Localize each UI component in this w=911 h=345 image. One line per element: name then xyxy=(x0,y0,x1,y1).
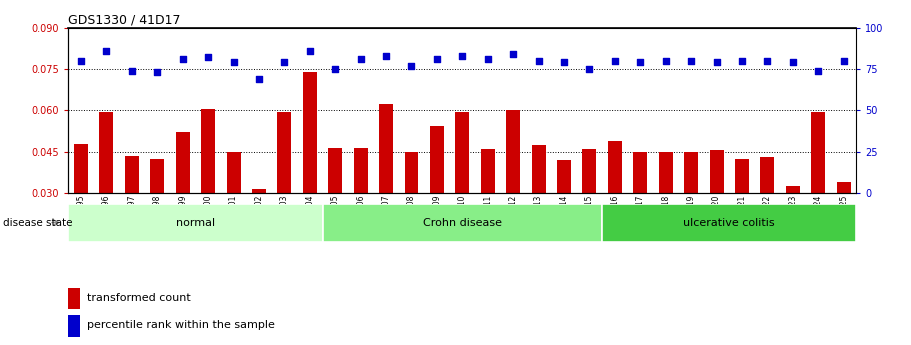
Bar xyxy=(507,110,520,193)
Point xyxy=(277,60,292,65)
Bar xyxy=(811,112,825,193)
Text: ulcerative colitis: ulcerative colitis xyxy=(683,218,775,227)
Point xyxy=(200,55,215,60)
Bar xyxy=(379,104,393,193)
Bar xyxy=(125,156,138,193)
Bar xyxy=(176,132,189,193)
Point xyxy=(557,60,571,65)
Bar xyxy=(761,157,774,193)
Point xyxy=(734,58,749,63)
Bar xyxy=(322,204,602,241)
Point xyxy=(480,56,495,62)
Text: transformed count: transformed count xyxy=(87,293,190,303)
Bar xyxy=(74,144,88,193)
Bar xyxy=(404,152,418,193)
Bar xyxy=(150,159,164,193)
Bar xyxy=(252,189,266,193)
Bar xyxy=(68,315,80,337)
Bar xyxy=(786,186,800,193)
Point xyxy=(125,68,139,73)
Bar xyxy=(328,148,343,193)
Bar xyxy=(278,112,292,193)
Bar xyxy=(684,152,698,193)
Point xyxy=(150,70,165,75)
Bar xyxy=(710,150,723,193)
Point xyxy=(430,56,445,62)
Point xyxy=(404,63,419,68)
Point xyxy=(353,56,368,62)
Point xyxy=(379,53,394,59)
Point xyxy=(176,56,190,62)
Text: normal: normal xyxy=(176,218,215,227)
Bar xyxy=(430,126,444,193)
Point xyxy=(785,60,800,65)
Bar xyxy=(68,287,80,309)
Bar xyxy=(735,159,749,193)
Bar xyxy=(481,149,495,193)
Point xyxy=(74,58,88,63)
Point xyxy=(531,58,546,63)
Point xyxy=(506,51,520,57)
Bar xyxy=(99,112,114,193)
Bar xyxy=(532,145,546,193)
Point xyxy=(608,58,622,63)
Bar xyxy=(582,149,597,193)
Bar xyxy=(557,160,571,193)
Point xyxy=(455,53,470,59)
Point xyxy=(633,60,648,65)
Point xyxy=(582,66,597,72)
Bar xyxy=(227,152,241,193)
Point xyxy=(302,48,317,53)
Bar xyxy=(633,152,647,193)
Bar xyxy=(353,148,368,193)
Bar xyxy=(659,152,672,193)
Bar xyxy=(608,141,622,193)
Point xyxy=(328,66,343,72)
Point xyxy=(684,58,699,63)
Point xyxy=(251,76,266,82)
Bar xyxy=(836,182,851,193)
Point xyxy=(760,58,774,63)
Bar xyxy=(68,204,322,241)
Text: GDS1330 / 41D17: GDS1330 / 41D17 xyxy=(68,13,180,27)
Text: disease state: disease state xyxy=(4,218,73,227)
Point xyxy=(99,48,114,53)
Bar xyxy=(602,204,856,241)
Point xyxy=(226,60,241,65)
Bar xyxy=(302,72,317,193)
Text: Crohn disease: Crohn disease xyxy=(423,218,502,227)
Point xyxy=(836,58,851,63)
Point xyxy=(811,68,825,73)
Text: percentile rank within the sample: percentile rank within the sample xyxy=(87,321,274,331)
Bar xyxy=(201,109,215,193)
Point xyxy=(659,58,673,63)
Point xyxy=(710,60,724,65)
Bar xyxy=(456,112,469,193)
